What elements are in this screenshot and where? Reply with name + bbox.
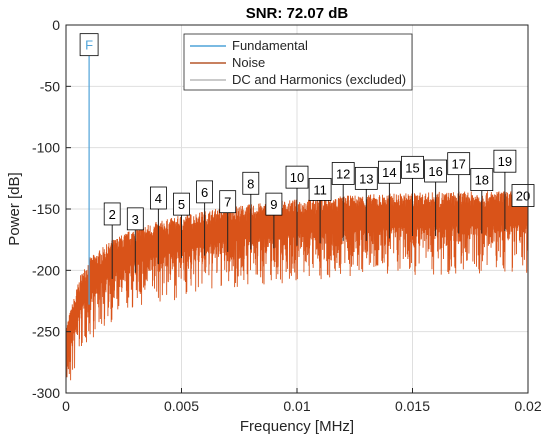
harmonic-label: 8 [247,176,254,191]
harmonic-label: 3 [132,212,139,227]
harmonic-label: 4 [155,191,162,206]
harmonic-label-box [103,202,121,226]
harmonic-label-box [285,165,309,189]
fundamental-label-box [79,33,99,57]
x-tick-label: 0.02 [514,398,541,414]
harmonic-label: 17 [451,157,465,172]
harmonic-label-box [173,192,190,216]
axis-ticks: 0 0.005 0.01 0.015 0.02 0 -50 -100 -150 -200 -250 -… [32,17,542,414]
harmonic-label-box [424,159,448,183]
harmonic-label: 14 [382,165,396,180]
harmonic-label: 13 [359,171,373,186]
harmonic-label: 11 [313,182,327,197]
harmonic-label: 12 [336,166,350,181]
harmonic-label: 6 [201,185,208,200]
x-tick-label: 0.01 [283,398,310,414]
harmonic-label-box [447,152,471,176]
harmonic-label-box [470,168,494,192]
harmonic-label-box [219,190,237,214]
harmonic-label: 5 [178,197,185,212]
fundamental-label: F [85,38,93,53]
legend-entry: Fundamental [232,38,308,53]
harmonic-label: 15 [405,160,419,175]
legend: Fundamental Noise DC and Harmonics (exclud… [183,33,413,91]
harmonic-label: 2 [109,207,116,222]
harmonic-label-box [354,166,378,190]
y-tick-label: 0 [52,17,60,33]
y-axis-label: Power [dB] [6,172,23,245]
harmonic-label-box [377,160,401,184]
legend-entry: DC and Harmonics (excluded) [232,72,406,87]
y-tick-label: -50 [40,78,60,94]
harmonic-label-box [401,155,424,179]
x-tick-label: 0.015 [395,398,430,414]
harmonic-label: 20 [516,189,530,204]
harmonic-label: 10 [290,170,304,185]
harmonic-label: 16 [428,164,442,179]
y-tick-label: -200 [32,262,60,278]
y-tick-label: -250 [32,324,60,340]
harmonic-label-box [265,192,283,216]
harmonic-label: 7 [224,195,231,210]
y-tick-label: -300 [32,385,60,401]
y-tick-label: -150 [32,201,60,217]
harmonics-series: 2 3 4 5 6 7 8 9 10 11 12 13 14 15 16 17 18 19 20 [103,149,535,279]
harmonic-label: 9 [270,197,277,212]
harmonic-label-box [196,180,214,204]
x-axis-label: Frequency [MHz] [240,418,354,435]
y-tick-label: -100 [32,140,60,156]
legend-entry: Noise [232,55,265,70]
harmonic-label: 19 [498,154,512,169]
chart-title: SNR: 72.07 dB [246,5,349,22]
harmonic-label-box [149,186,167,210]
harmonic-label: 18 [475,173,489,188]
harmonic-label-box [242,171,260,195]
x-tick-label: 0 [62,398,70,414]
harmonic-label-box [126,207,144,231]
harmonic-label-box [493,149,517,173]
fundamental-series: F [79,33,99,305]
harmonic-label-box [308,178,332,201]
harmonic-label-box [331,162,355,185]
x-tick-label: 0.005 [164,398,199,414]
